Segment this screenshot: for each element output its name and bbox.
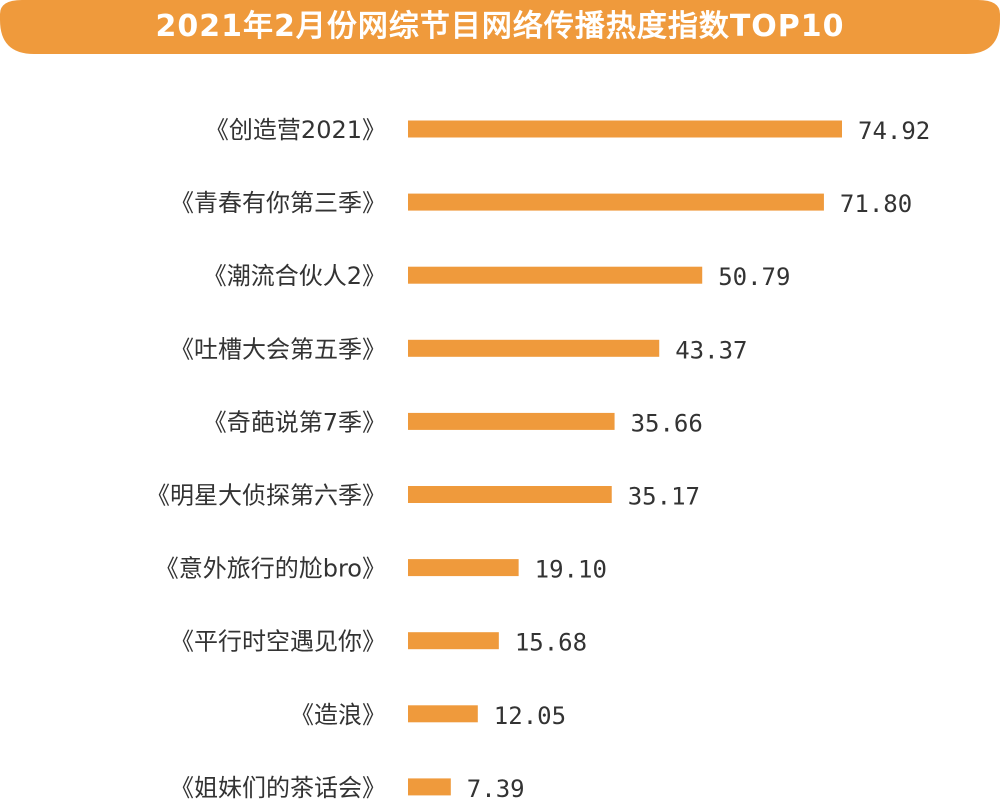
category-label: 《青春有你第三季》 bbox=[170, 189, 386, 217]
category-label: 《奇葩说第7季》 bbox=[203, 408, 386, 436]
title-banner: 2021年2月份网综节目网络传播热度指数TOP10 bbox=[0, 0, 1000, 58]
value-label: 35.17 bbox=[628, 483, 700, 511]
category-label: 《创造营2021》 bbox=[205, 116, 386, 144]
bar bbox=[408, 632, 499, 650]
bar bbox=[408, 412, 615, 430]
category-label: 《意外旅行的尬bro》 bbox=[155, 555, 386, 583]
value-label: 71.80 bbox=[840, 190, 912, 218]
bar bbox=[408, 559, 519, 577]
bar bbox=[408, 339, 660, 357]
chart-title: 2021年2月份网综节目网络传播热度指数TOP10 bbox=[155, 9, 845, 44]
title-banner-shape bbox=[0, 0, 1000, 54]
value-label: 7.39 bbox=[467, 775, 525, 803]
category-label: 《潮流合伙人2》 bbox=[203, 262, 386, 290]
bar bbox=[408, 705, 478, 723]
category-label: 《姐妹们的茶话会》 bbox=[170, 774, 386, 802]
value-label: 19.10 bbox=[535, 556, 607, 584]
category-label: 《平行时空遇见你》 bbox=[170, 628, 386, 656]
bar bbox=[408, 778, 451, 796]
bar bbox=[408, 120, 842, 138]
value-label: 74.92 bbox=[858, 117, 930, 145]
value-label: 15.68 bbox=[515, 629, 587, 657]
value-label: 35.66 bbox=[631, 409, 703, 437]
value-label: 50.79 bbox=[718, 263, 790, 291]
value-label: 43.37 bbox=[675, 336, 747, 364]
category-label: 《吐槽大会第五季》 bbox=[170, 335, 386, 363]
category-label: 《明星大侦探第六季》 bbox=[146, 482, 386, 510]
bar bbox=[408, 266, 703, 284]
bar bbox=[408, 193, 824, 211]
category-label: 《造浪》 bbox=[290, 701, 386, 729]
value-label: 12.05 bbox=[494, 702, 566, 730]
bar bbox=[408, 486, 612, 503]
